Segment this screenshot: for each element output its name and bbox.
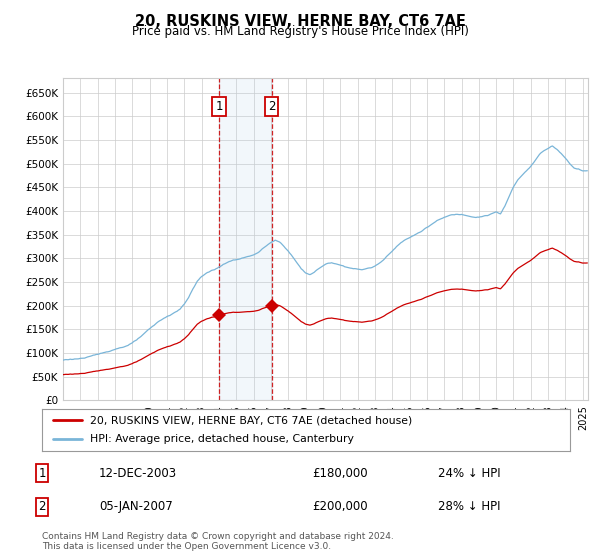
Text: 20, RUSKINS VIEW, HERNE BAY, CT6 7AE (detached house): 20, RUSKINS VIEW, HERNE BAY, CT6 7AE (de… [89,415,412,425]
Text: 1: 1 [38,466,46,480]
Text: 2: 2 [38,500,46,514]
Text: Price paid vs. HM Land Registry's House Price Index (HPI): Price paid vs. HM Land Registry's House … [131,25,469,38]
Text: 05-JAN-2007: 05-JAN-2007 [99,500,173,514]
Text: 24% ↓ HPI: 24% ↓ HPI [438,466,500,480]
Text: £200,000: £200,000 [312,500,368,514]
Text: Contains HM Land Registry data © Crown copyright and database right 2024.
This d: Contains HM Land Registry data © Crown c… [42,532,394,552]
Text: 28% ↓ HPI: 28% ↓ HPI [438,500,500,514]
Text: HPI: Average price, detached house, Canterbury: HPI: Average price, detached house, Cant… [89,435,353,445]
Text: 12-DEC-2003: 12-DEC-2003 [99,466,177,480]
Text: £180,000: £180,000 [312,466,368,480]
Text: 1: 1 [215,100,223,113]
Text: 2: 2 [268,100,275,113]
Bar [219,78,272,400]
Text: 20, RUSKINS VIEW, HERNE BAY, CT6 7AE: 20, RUSKINS VIEW, HERNE BAY, CT6 7AE [134,14,466,29]
